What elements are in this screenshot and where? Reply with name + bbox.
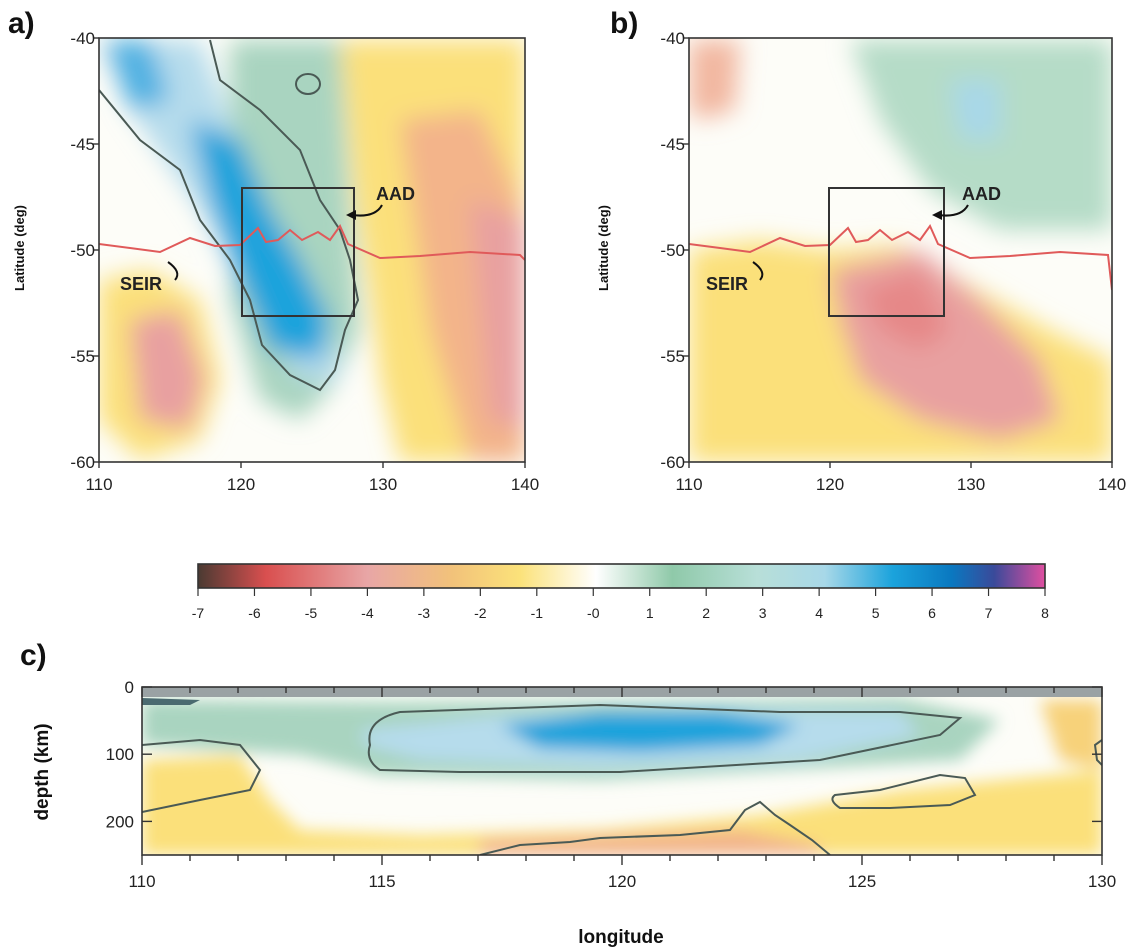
annotation-aad: AAD: [962, 184, 1001, 204]
x-tick-label: 110: [85, 475, 112, 494]
panel-a-ylabel: Latitude (deg): [12, 205, 27, 291]
aad-arrow-head: [346, 210, 356, 220]
x-tick-label: 130: [1088, 872, 1116, 891]
x-tick-label: 115: [368, 872, 395, 891]
colorbar-tick-label: -7: [192, 605, 205, 621]
contour-loop: [295, 73, 321, 95]
contour-line: [99, 39, 360, 392]
y-tick-label: -40: [70, 29, 95, 48]
colorbar-tick-label: -6: [248, 605, 261, 621]
ridge-line: [99, 223, 525, 261]
y-tick-label: -40: [660, 29, 685, 48]
y-tick-label: 0: [125, 678, 134, 697]
x-tick-label: 125: [848, 872, 876, 891]
panel-b-letter: b): [610, 7, 638, 40]
y-tick-label: -60: [70, 453, 95, 472]
study-box: [828, 187, 945, 317]
x-tick-label: 120: [608, 872, 636, 891]
contour-line: [831, 773, 977, 809]
panel-c-section: [142, 687, 1102, 855]
aad-arrow-head: [932, 210, 942, 220]
y-tick-label: 200: [106, 812, 134, 831]
x-tick-label: 130: [369, 475, 397, 494]
colorbar-tick-label: 2: [702, 605, 710, 621]
colorbar-tick-label: -5: [305, 605, 318, 621]
panel-a-letter: a): [8, 7, 35, 40]
panel-b-map: [689, 38, 1112, 462]
contour-line: [1093, 739, 1102, 766]
y-tick-label: -55: [660, 347, 685, 366]
panel-b: b) 110 120 130 140 -40 -45 -50 -55 -60 Latitude …: [596, 7, 1126, 494]
y-tick-label: 100: [106, 745, 134, 764]
x-tick-label: 140: [1098, 475, 1126, 494]
panel-c-ylabel: depth (km): [32, 723, 53, 820]
ridge-line: [689, 223, 1112, 291]
study-box: [241, 187, 355, 317]
panel-c-ticks: 110 115 120 125 130 0 100 200: [106, 678, 1117, 891]
colorbar-tick-label: 1: [646, 605, 654, 621]
colorbar-tick-label: 7: [985, 605, 993, 621]
colorbar-tick-label: 5: [872, 605, 880, 621]
colorbar-tick-label: 8: [1041, 605, 1049, 621]
annotation-seir: SEIR: [706, 274, 748, 294]
x-tick-label: 110: [128, 872, 155, 891]
x-tick-label: 130: [957, 475, 985, 494]
panel-a-ticks: 110 120 130 140 -40 -45 -50 -55 -60: [70, 29, 539, 494]
panel-b-ylabel: Latitude (deg): [596, 205, 611, 291]
colorbar-tick-label: -0: [587, 605, 600, 621]
x-tick-label: 110: [675, 475, 702, 494]
colorbar-ticks: -7 -6 -5 -4 -3 -2 -1 -0 1 2 3 4 5 6 7 8: [192, 588, 1049, 621]
y-tick-label: -55: [70, 347, 95, 366]
colorbar: -7 -6 -5 -4 -3 -2 -1 -0 1 2 3 4 5 6 7 8: [192, 563, 1049, 621]
x-tick-label: 140: [511, 475, 539, 494]
panel-c-xlabel: longitude: [578, 927, 663, 948]
seir-arrow: [752, 261, 764, 281]
panel-c-letter: c): [20, 639, 47, 672]
colorbar-bar: [197, 563, 1046, 589]
annotation-seir: SEIR: [120, 274, 162, 294]
colorbar-tick-label: 3: [759, 605, 767, 621]
colorbar-tick-label: 6: [928, 605, 936, 621]
colorbar-tick-label: -3: [418, 605, 431, 621]
colorbar-tick-label: 4: [815, 605, 823, 621]
contour-line: [142, 738, 262, 813]
seir-arrow: [167, 261, 179, 281]
contour-line: [367, 703, 963, 773]
y-tick-label: -50: [660, 241, 685, 260]
panel-a-map: [99, 38, 525, 462]
panel-a: a) 110 120 130 140 -40 -45 -50 -55 -60 Latitude …: [8, 7, 539, 494]
y-tick-label: -60: [660, 453, 685, 472]
x-tick-label: 120: [816, 475, 844, 494]
y-tick-label: -50: [70, 241, 95, 260]
annotation-aad: AAD: [376, 184, 415, 204]
y-tick-label: -45: [660, 135, 685, 154]
x-tick-label: 120: [227, 475, 255, 494]
y-tick-label: -45: [70, 135, 95, 154]
colorbar-tick-label: -1: [531, 605, 544, 621]
contour-line: [479, 800, 831, 855]
panel-b-ticks: 110 120 130 140 -40 -45 -50 -55 -60: [660, 29, 1126, 494]
colorbar-tick-label: -2: [474, 605, 487, 621]
colorbar-tick-label: -4: [361, 605, 374, 621]
